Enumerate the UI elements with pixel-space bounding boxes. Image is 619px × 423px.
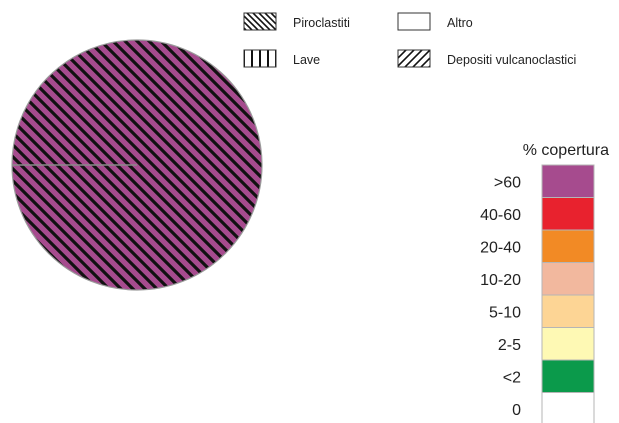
scale-label-6: <2 [503, 369, 521, 386]
scale-swatch-6 [541, 359, 595, 393]
color-scale-title: % copertura [523, 142, 609, 159]
scale-swatch-0 [541, 164, 595, 198]
legend-label-altro: Altro [447, 16, 473, 30]
scale-label-2: 20-40 [480, 239, 521, 256]
legend-label-piroclastiti: Piroclastiti [293, 16, 350, 30]
scale-label-7: 0 [512, 402, 521, 419]
legend-label-lave: Lave [293, 53, 320, 67]
scale-label-4: 5-10 [489, 304, 521, 321]
scale-label-5: 2-5 [498, 337, 521, 354]
legend-label-depositi-vulcanoclastici: Depositi vulcanoclastici [447, 53, 576, 67]
pie [11, 39, 263, 291]
scale-swatch-1 [541, 197, 595, 231]
legend-swatch-pattern-depositi-vulcanoclastici [398, 50, 430, 67]
scale-swatch-3 [541, 262, 595, 296]
scale-swatch-5 [541, 327, 595, 361]
scale-swatch-7 [541, 392, 595, 423]
scale-swatch-4 [541, 294, 595, 328]
legend-swatch-pattern-piroclastiti [244, 13, 276, 30]
scale-swatch-2 [541, 229, 595, 263]
legend-swatch-pattern-lave [244, 50, 276, 67]
legend-swatch-altro [397, 12, 431, 31]
scale-label-0: >60 [494, 174, 521, 191]
color-scale: >60 40-60 20-40 10-20 5-10 2-5 <2 0 [480, 164, 595, 423]
pattern-legend: Piroclastiti Altro Lave Depositi vulcanocla… [243, 12, 576, 68]
scale-label-1: 40-60 [480, 207, 521, 224]
scale-label-3: 10-20 [480, 272, 521, 289]
